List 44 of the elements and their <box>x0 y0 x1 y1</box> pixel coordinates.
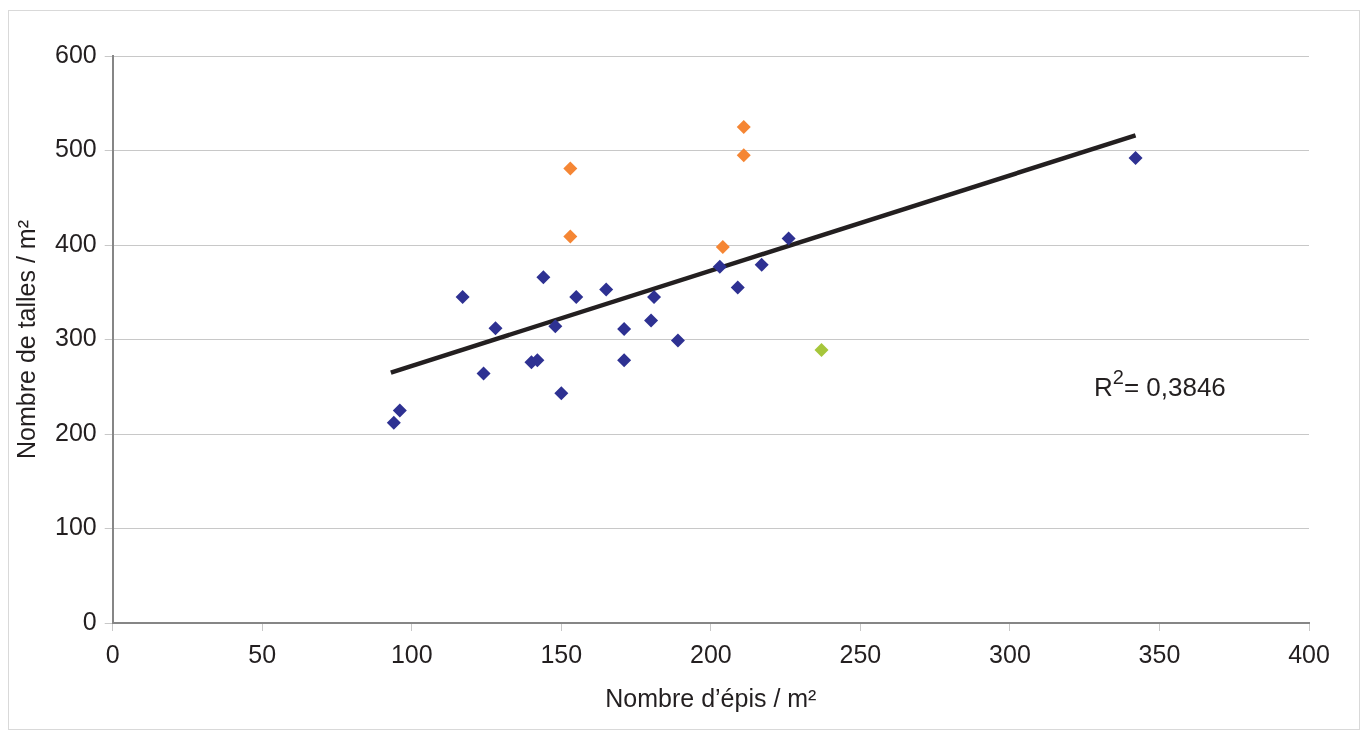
point <box>476 366 491 381</box>
point <box>563 161 578 176</box>
x-tick-label: 0 <box>105 639 120 668</box>
x-tick-label: 350 <box>1138 639 1181 668</box>
x-tick-label: 250 <box>839 639 882 668</box>
y-tick-label: 100 <box>54 512 97 541</box>
x-tick-label: 200 <box>690 639 732 668</box>
point <box>569 289 584 304</box>
point <box>781 231 796 246</box>
point <box>617 322 632 337</box>
x-tick-label: 150 <box>540 639 583 668</box>
point <box>736 148 751 163</box>
point <box>1128 151 1143 166</box>
point <box>488 321 503 336</box>
point <box>736 119 751 134</box>
x-tick-label: 400 <box>1288 639 1330 668</box>
point <box>730 280 745 295</box>
x-tick-label: 300 <box>989 639 1031 668</box>
point <box>554 386 569 401</box>
point <box>644 313 659 328</box>
x-tick-label: 50 <box>248 639 277 668</box>
y-tick-label: 0 <box>82 606 97 635</box>
point <box>715 239 730 254</box>
point <box>548 319 563 334</box>
point <box>754 257 769 272</box>
point <box>647 289 662 304</box>
y-tick-label: 400 <box>54 228 97 257</box>
point <box>599 282 614 297</box>
point <box>814 342 829 357</box>
point <box>712 259 727 274</box>
y-tick-label: 500 <box>54 134 97 163</box>
x-tick-label: 100 <box>390 639 433 668</box>
point <box>536 270 551 285</box>
point <box>455 289 470 304</box>
point <box>392 403 407 418</box>
point <box>670 333 685 348</box>
x-axis-title: Nombre d’épis / m² <box>605 683 817 712</box>
y-tick-label: 200 <box>54 417 97 446</box>
point <box>563 229 578 244</box>
y-axis-title: Nombre de talles / m² <box>11 220 40 459</box>
y-tick-label: 300 <box>54 323 97 352</box>
point <box>617 353 632 368</box>
y-tick-label: 600 <box>54 39 97 68</box>
point <box>386 415 401 430</box>
